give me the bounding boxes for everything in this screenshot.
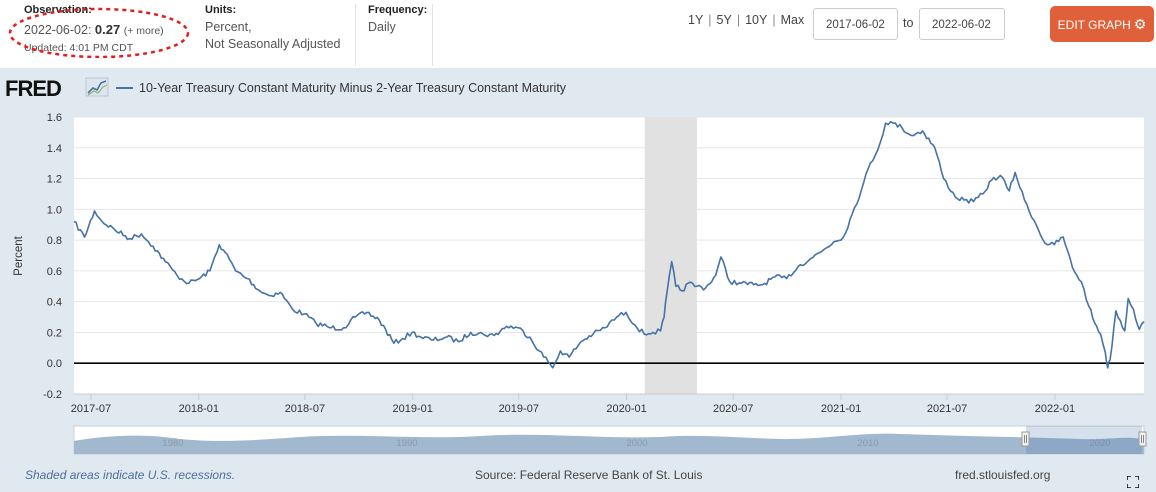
navigator-label: 1980 — [162, 438, 183, 449]
y-tick-label: 0.4 — [47, 297, 62, 309]
y-tick-label: 0.8 — [47, 235, 62, 247]
observation-more-link[interactable]: (+ more) — [123, 25, 164, 37]
grid-lines — [74, 116, 1144, 395]
x-tick-label: 2020-07 — [713, 403, 753, 415]
y-axis: -0.2 0.0 0.2 0.4 0.6 0.8 1.0 1.2 1.4 1.6 — [43, 112, 62, 401]
x-axis: 2017-07 2018-01 2018-07 2019-01 2019-07 2020-… — [71, 393, 1144, 415]
y-tick-label: 1.2 — [47, 174, 62, 186]
range-1y-link[interactable]: 1Y — [688, 13, 704, 27]
recession-note: Shaded areas indicate U.S. recessions. — [25, 468, 236, 482]
start-date-input[interactable]: 2017-06-02 — [813, 8, 898, 40]
top-bar: Observation: 2022-06-02: 0.27 (+ more) U… — [0, 0, 1156, 68]
fred-logo[interactable]: FRED — [5, 76, 109, 101]
x-tick-label: 2022-01 — [1035, 403, 1075, 415]
series-line — [73, 120, 1145, 369]
x-tick-label: 2021-01 — [821, 403, 861, 415]
edit-graph-button[interactable]: EDIT GRAPH ⚙ — [1050, 6, 1154, 42]
x-tick-label: 2019-01 — [393, 403, 433, 415]
navigator-selection — [1026, 426, 1142, 454]
y-tick-label: 1.6 — [47, 112, 62, 124]
range-10y-link[interactable]: 10Y — [745, 13, 768, 27]
edit-graph-label: EDIT GRAPH — [1057, 18, 1131, 32]
y-tick-label: 0.6 — [47, 266, 62, 278]
x-tick-label: 2019-07 — [499, 403, 539, 415]
navigator[interactable]: 1980 1990 2000 2010 2020 — [73, 425, 1147, 455]
units-line2: Not Seasonally Adjusted — [205, 37, 341, 51]
fullscreen-icon[interactable] — [1127, 476, 1139, 488]
fred-logo-chart-icon — [85, 77, 109, 97]
gear-icon: ⚙ — [1133, 16, 1147, 32]
observation-line: 2022-06-02: 0.27 (+ more) — [24, 21, 199, 40]
to-label: to — [903, 16, 914, 30]
observation-value: 0.27 — [94, 22, 121, 37]
navigator-label: 1990 — [396, 438, 417, 449]
y-axis-title: Percent — [13, 235, 25, 275]
range-5y-link[interactable]: 5Y — [716, 13, 732, 27]
x-tick-label: 2017-07 — [71, 403, 111, 415]
annotation-ellipse — [8, 7, 190, 58]
x-tick-label: 2018-07 — [285, 403, 325, 415]
units-label: Units: — [205, 4, 237, 16]
navigator-label: 2010 — [857, 438, 878, 449]
site-link[interactable]: fred.stlouisfed.org — [955, 468, 1051, 482]
navigator-right-handle[interactable] — [1138, 431, 1147, 447]
navigator-label: 2020 — [1089, 438, 1110, 449]
navigator-labels: 1980 1990 2000 2010 2020 — [162, 438, 1110, 449]
observation-date: 2022-06-02: — [24, 23, 92, 37]
units-block: Units: Percent, Not Seasonally Adjusted — [205, 4, 355, 66]
y-tick-label: 1.0 — [47, 204, 62, 216]
updated-text: Updated: 4:01 PM CDT — [24, 42, 134, 54]
chart: FRED 10-Year Treasury Constant Maturity … — [5, 76, 1147, 455]
plot-area — [74, 117, 1144, 394]
y-tick-label: 0.2 — [47, 327, 62, 339]
frequency-block: Frequency: Daily — [355, 4, 433, 66]
observation-label: Observation: — [24, 4, 92, 16]
recession-shade — [644, 117, 697, 394]
frequency-label: Frequency: — [368, 4, 428, 16]
range-max-link[interactable]: Max — [780, 13, 805, 27]
frequency-value: Daily — [368, 20, 396, 34]
navigator-left-handle[interactable] — [1021, 431, 1030, 447]
source-text: Source: Federal Reserve Bank of St. Loui… — [475, 468, 703, 482]
x-tick-label: 2018-01 — [179, 403, 219, 415]
y-tick-label: 1.4 — [47, 143, 62, 155]
end-date-input[interactable]: 2022-06-02 — [919, 8, 1005, 40]
observation-block: Observation: 2022-06-02: 0.27 (+ more) U… — [24, 4, 199, 66]
navigator-label: 2000 — [626, 438, 647, 449]
y-tick-label: 0.0 — [47, 358, 62, 370]
y-tick-label: -0.2 — [43, 389, 62, 401]
fred-logo-text: FRED — [5, 76, 61, 101]
legend-label: 10-Year Treasury Constant Maturity Minus… — [139, 81, 567, 95]
range-links: 1Y | 5Y | 10Y | Max — [688, 13, 805, 27]
x-tick-label: 2021-07 — [927, 403, 967, 415]
navigator-area — [74, 433, 1144, 454]
x-tick-label: 2020-01 — [606, 403, 646, 415]
units-line1: Percent, — [205, 20, 252, 34]
